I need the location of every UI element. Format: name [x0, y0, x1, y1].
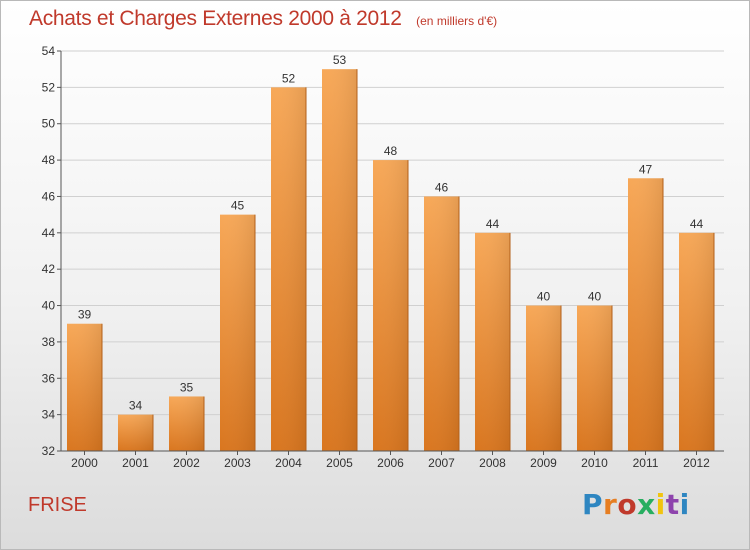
chart-unit: (en milliers d'€) — [416, 14, 498, 28]
x-tick-label: 2005 — [326, 456, 353, 470]
data-label: 52 — [282, 71, 296, 85]
logo-letter: x — [637, 488, 656, 521]
x-tick-label: 2007 — [428, 456, 455, 470]
x-tick-label: 2009 — [530, 456, 557, 470]
y-tick-label: 50 — [42, 117, 56, 131]
data-label: 47 — [639, 162, 653, 176]
logo-letter: P — [582, 488, 604, 521]
bar-shade — [526, 305, 561, 451]
y-tick-label: 38 — [42, 335, 56, 349]
data-label: 48 — [384, 144, 398, 158]
commune-name: FRISE — [28, 494, 87, 516]
bar-shade — [577, 305, 612, 451]
x-tick-label: 2001 — [122, 456, 149, 470]
x-tick-label: 2006 — [377, 456, 404, 470]
y-tick-label: 54 — [42, 44, 56, 58]
bar-shade — [424, 196, 459, 451]
bar-shade — [679, 232, 714, 451]
data-label: 40 — [537, 290, 551, 304]
y-tick-label: 44 — [42, 226, 56, 240]
data-label: 40 — [588, 290, 602, 304]
y-tick-label: 36 — [42, 371, 56, 385]
x-tick-label: 2003 — [224, 456, 251, 470]
y-tick-label: 40 — [42, 299, 56, 313]
data-label: 34 — [129, 399, 143, 413]
bar-shade — [271, 87, 306, 451]
logo-letter: i — [655, 488, 666, 521]
bar-shade — [475, 232, 510, 451]
data-label: 44 — [690, 217, 704, 231]
proxiti-logo[interactable]: Proxiti — [582, 488, 690, 521]
logo-letter: r — [603, 488, 618, 521]
bar-shade — [67, 323, 102, 451]
bar-shade — [322, 69, 357, 451]
y-tick-label: 42 — [42, 262, 56, 276]
x-tick-label: 2010 — [581, 456, 608, 470]
x-tick-label: 2002 — [173, 456, 200, 470]
data-label: 44 — [486, 217, 500, 231]
logo-letter: o — [617, 488, 638, 521]
bar-shade — [373, 160, 408, 451]
bar-shade — [118, 414, 153, 451]
bar-shade — [628, 178, 663, 452]
x-tick-label: 2011 — [633, 456, 659, 470]
y-tick-label: 52 — [42, 80, 56, 94]
x-tick-label: 2000 — [71, 456, 98, 470]
title-row: Achats et Charges Externes 2000 à 2012 (… — [29, 7, 497, 31]
logo-letter: i — [679, 488, 690, 521]
x-tick-label: 2004 — [275, 456, 302, 470]
bar-shade — [169, 396, 204, 451]
x-tick-label: 2012 — [683, 456, 710, 470]
y-tick-label: 34 — [42, 408, 56, 422]
y-tick-label: 32 — [42, 444, 56, 458]
y-tick-label: 48 — [42, 153, 56, 167]
data-label: 45 — [231, 199, 245, 213]
chart-title: Achats et Charges Externes 2000 à 2012 — [29, 7, 402, 30]
data-label: 39 — [78, 308, 92, 322]
data-label: 46 — [435, 180, 449, 194]
y-tick-label: 46 — [42, 189, 56, 203]
data-label: 53 — [333, 53, 347, 67]
logo-letter: t — [665, 488, 680, 521]
bar-shade — [220, 214, 255, 451]
data-label: 35 — [180, 380, 194, 394]
x-tick-label: 2008 — [479, 456, 506, 470]
